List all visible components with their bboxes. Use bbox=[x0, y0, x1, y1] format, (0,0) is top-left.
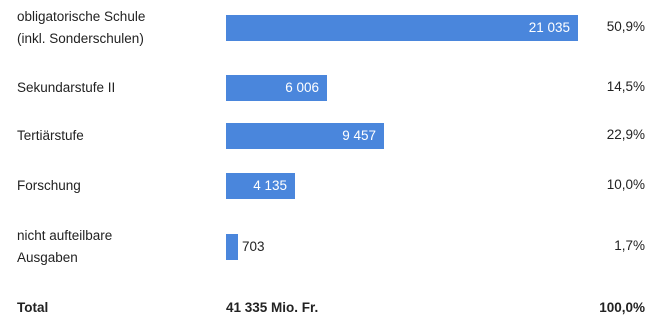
total-value: 41 335 Mio. Fr. bbox=[226, 300, 319, 315]
bar-value-label: 6 006 bbox=[285, 80, 319, 95]
category-label: nicht aufteilbare Ausgaben bbox=[17, 228, 113, 265]
category-label: obligatorische Schule (inkl. Sonderschul… bbox=[17, 9, 146, 46]
percent-label: 22,9% bbox=[606, 127, 645, 142]
bar-value-label: 21 035 bbox=[528, 20, 570, 35]
category-label: Tertiärstufe bbox=[17, 128, 84, 143]
percent-label: 1,7% bbox=[614, 238, 645, 253]
bar bbox=[226, 234, 238, 260]
bar-value-label: 9 457 bbox=[342, 128, 376, 143]
bar bbox=[226, 15, 578, 41]
bar bbox=[226, 123, 384, 149]
bar-value-label: 4 135 bbox=[253, 178, 287, 193]
percent-label: 14,5% bbox=[606, 79, 645, 94]
total-label: Total bbox=[17, 300, 49, 315]
category-label: Sekundarstufe II bbox=[17, 80, 116, 95]
bar-value-label: 703 bbox=[242, 239, 265, 254]
percent-label: 50,9% bbox=[606, 19, 645, 34]
total-percent: 100,0% bbox=[599, 300, 645, 315]
bar bbox=[226, 75, 327, 101]
category-label: Forschung bbox=[17, 178, 81, 193]
bar bbox=[226, 173, 295, 199]
percent-label: 10,0% bbox=[606, 177, 645, 192]
